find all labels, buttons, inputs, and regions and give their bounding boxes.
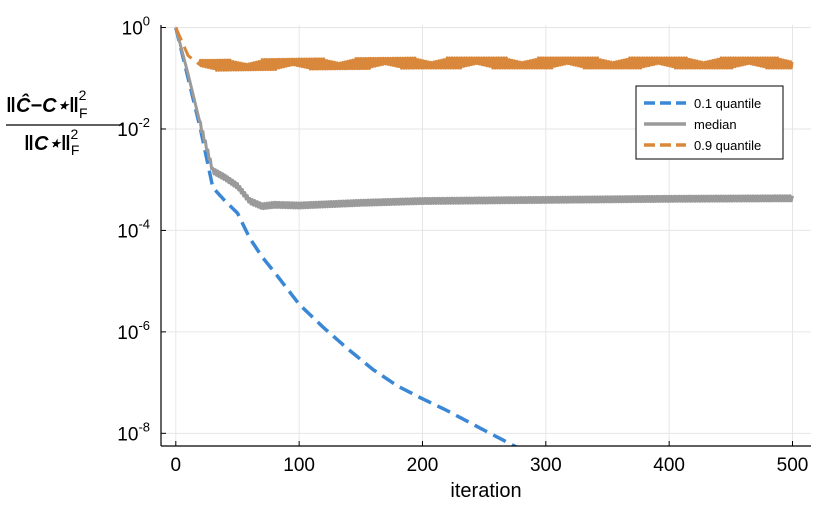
y-tick-label-0: 100 (122, 14, 150, 40)
y-axis-title-denominator-sub: F (71, 142, 80, 158)
grid-layer (161, 25, 811, 446)
y-tick-label-base-4: 10 (117, 424, 138, 445)
series-line-1 (174, 27, 794, 211)
y-tick-label-exponent-4: -8 (138, 419, 150, 434)
series-layer (174, 26, 794, 446)
y-tick-label-base-2: 10 (117, 221, 138, 242)
x-axis-title: iteration (450, 480, 521, 502)
y-tick-label-3: 10-6 (117, 318, 150, 344)
y-tick-label-exponent-1: -2 (138, 115, 150, 130)
axis-layer (160, 25, 811, 447)
legend-label-1: median (694, 117, 737, 132)
y-tick-label-base-0: 10 (122, 19, 143, 40)
y-tick-label-base-3: 10 (117, 323, 138, 344)
legend: 0.1 quantile median 0.9 quantile (635, 85, 784, 160)
y-axis-title: ‖Ĉ−C⋆‖F2 ‖C⋆‖F2 (6, 87, 122, 158)
y-axis-title-numerator-core: ‖Ĉ−C⋆‖ (6, 93, 79, 117)
series-line-2 (174, 26, 794, 72)
series-line-0 (174, 27, 519, 446)
x-tick-label-1: 100 (283, 455, 315, 476)
y-tick-label-exponent-3: -6 (138, 318, 150, 333)
y-tick-label-base-1: 10 (117, 120, 138, 141)
x-tick-label-0: 0 (171, 455, 182, 476)
y-axis-title-denominator-sup: 2 (70, 126, 78, 142)
y-axis-title-numerator: ‖Ĉ−C⋆‖F 2 (6, 87, 88, 121)
x-tick-label-4: 400 (653, 455, 685, 476)
y-tick-label-2: 10-4 (117, 216, 150, 242)
y-axis-title-numerator-sup: 2 (79, 87, 87, 103)
x-tick-label-3: 300 (530, 455, 562, 476)
y-axis-title-denominator: ‖C⋆‖F2 (24, 126, 79, 158)
y-tick-label-exponent-2: -4 (138, 216, 150, 231)
x-tick-label-5: 500 (777, 455, 809, 476)
y-tick-label-4: 10-8 (117, 419, 150, 445)
legend-label-2: 0.9 quantile (694, 138, 761, 153)
x-tick-label-2: 200 (407, 455, 439, 476)
y-tick-label-exponent-0: 0 (143, 14, 150, 29)
y-axis-title-numerator-sub: F (79, 105, 88, 121)
y-axis-title-denominator-core: ‖C⋆‖ (24, 133, 71, 155)
legend-label-0: 0.1 quantile (694, 96, 761, 111)
y-tick-label-1: 10-2 (117, 115, 150, 141)
